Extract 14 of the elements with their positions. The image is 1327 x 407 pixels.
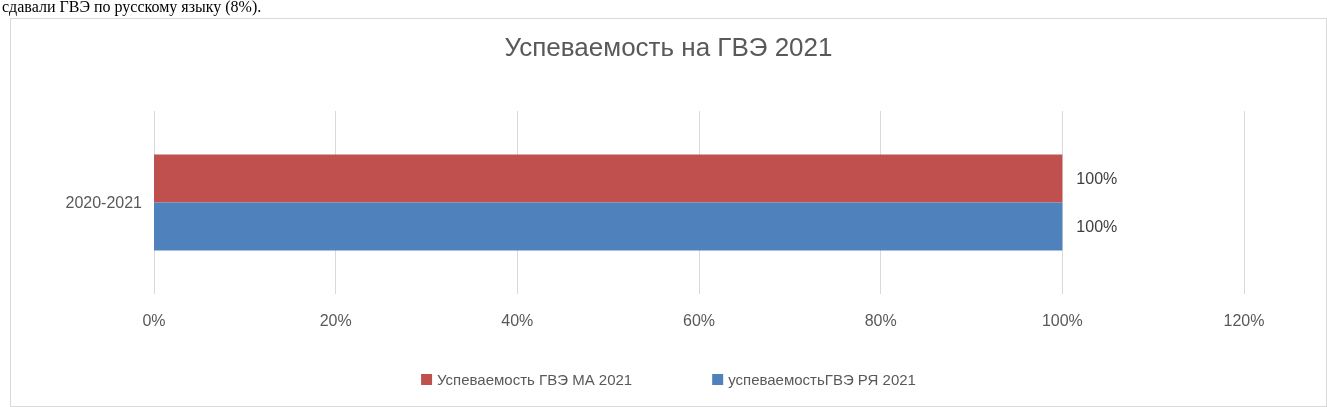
x-tick-label: 0% — [142, 311, 166, 329]
x-tick-label: 80% — [864, 311, 897, 329]
x-tick-label: 60% — [682, 311, 716, 329]
data-label: 100% — [1076, 218, 1118, 235]
x-tick-label: 100% — [1041, 311, 1083, 329]
text: сдавали ГВЭ по русскому языку (8%). — [2, 0, 262, 16]
legend-label: успеваемостьГВЭ РЯ 2021 — [728, 371, 916, 388]
x-tick-label: 40% — [501, 311, 534, 329]
chart-title: Успеваемость на ГВЭ 2021 — [504, 32, 833, 62]
legend-label: Успеваемость ГВЭ МА 2021 — [437, 371, 633, 388]
x-tick-label: 120% — [1223, 311, 1265, 329]
data-label: 100% — [1076, 170, 1118, 187]
x-tick-label: 20% — [319, 311, 352, 329]
y-tick-label: 2020-2021 — [65, 194, 143, 211]
